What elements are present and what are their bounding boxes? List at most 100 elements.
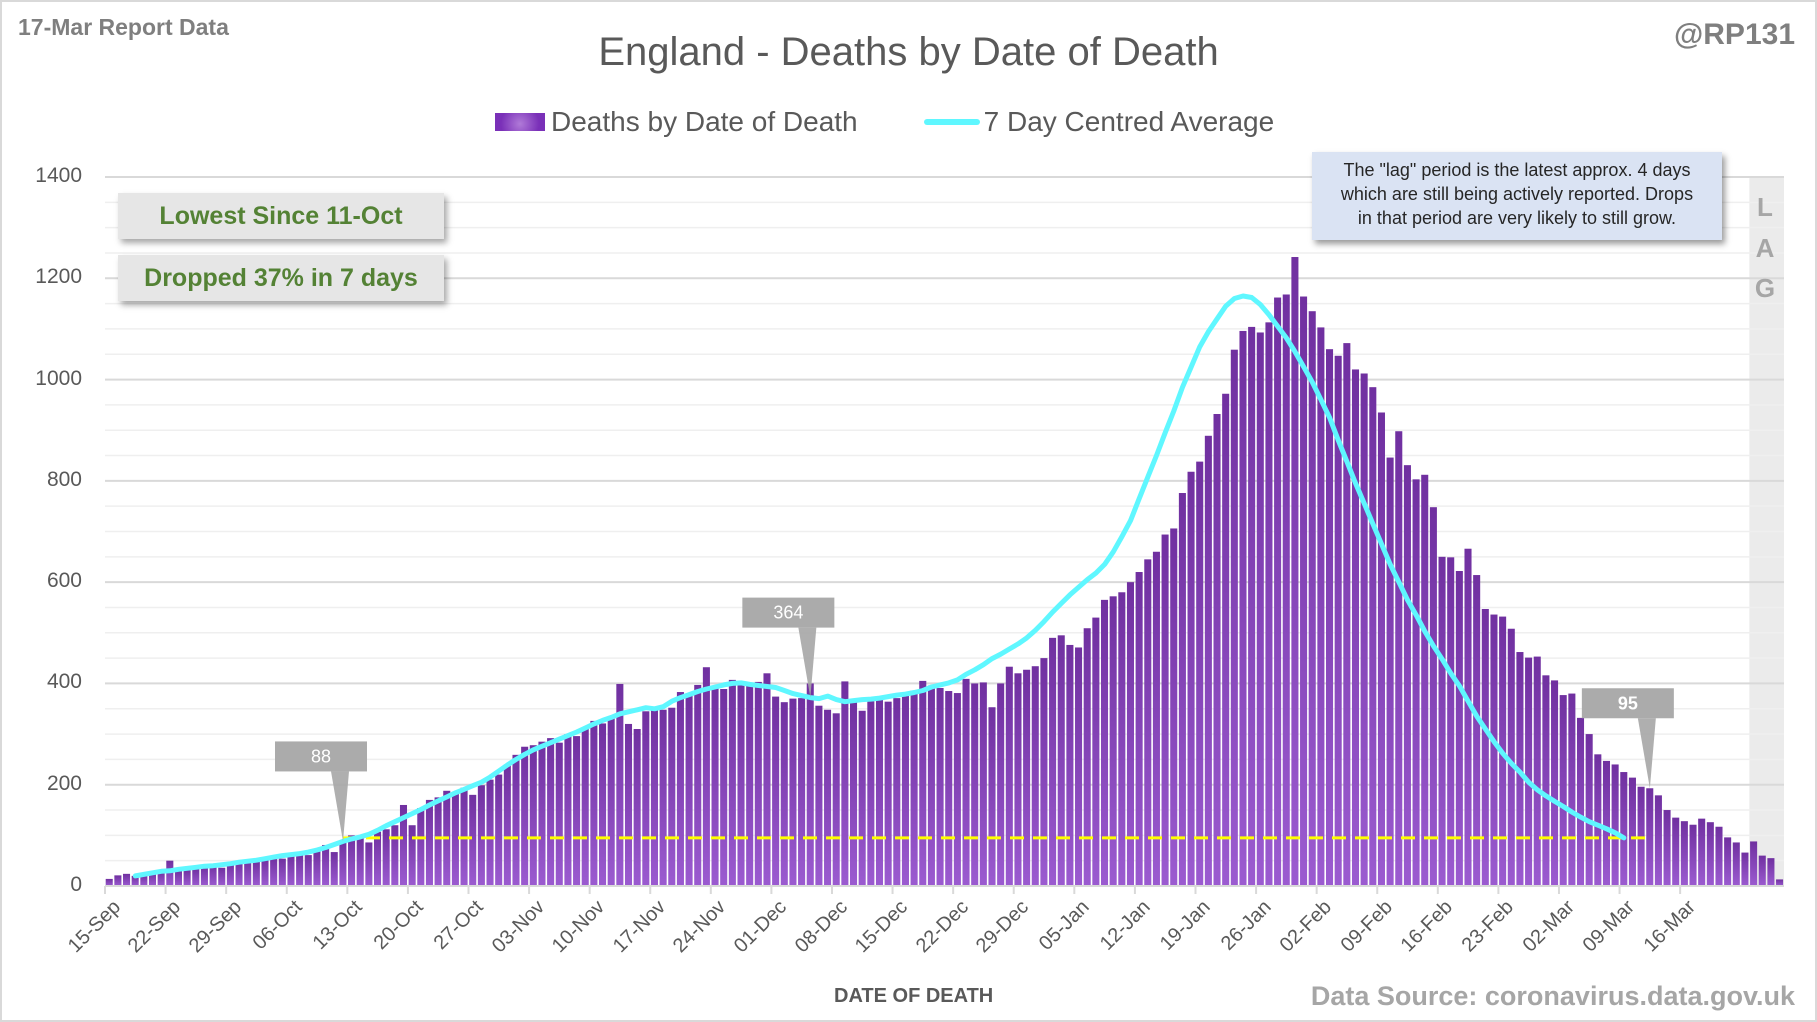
bar: [1377, 412, 1385, 886]
y-tick-label: 400: [46, 670, 82, 694]
bar: [1715, 826, 1723, 886]
bar: [1187, 471, 1195, 886]
bar: [1291, 257, 1299, 886]
bar: [417, 808, 425, 886]
bar: [910, 690, 918, 886]
bar: [720, 688, 728, 886]
bar: [1455, 571, 1463, 886]
bar: [1265, 322, 1273, 887]
bar: [1100, 599, 1109, 886]
bar: [1343, 343, 1351, 886]
bar: [278, 858, 286, 886]
data-source: Data Source: coronavirus.data.gov.uk: [1310, 981, 1795, 1011]
bar: [702, 667, 710, 886]
bar: [1248, 326, 1256, 887]
bar: [529, 745, 537, 886]
y-tick-label: 1400: [35, 164, 82, 187]
bar: [1144, 559, 1152, 886]
bar: [780, 702, 788, 886]
bar: [668, 707, 676, 886]
bar: [1568, 693, 1576, 886]
bar: [1663, 810, 1671, 886]
bar: [521, 746, 529, 886]
bar: [1360, 373, 1368, 887]
bar: [1628, 777, 1636, 886]
bar: [927, 685, 935, 886]
y-tick-label: 0: [70, 873, 82, 896]
callout-label: 364: [773, 603, 803, 623]
bar: [798, 698, 806, 886]
bar: [849, 701, 858, 886]
callout: 95: [1581, 688, 1674, 789]
bar: [581, 728, 589, 886]
bar: [858, 710, 866, 886]
bar: [1213, 414, 1221, 886]
bar: [348, 835, 356, 886]
lag-note-box: The "lag" period is the latest approx. 4…: [1312, 152, 1722, 240]
bar: [1654, 795, 1662, 886]
bar: [547, 738, 555, 886]
bar: [1239, 330, 1247, 886]
bar: [1369, 387, 1377, 886]
bar: [330, 852, 338, 886]
bar: [382, 829, 390, 886]
bar: [469, 794, 477, 886]
bar: [1040, 658, 1048, 886]
bar: [261, 859, 269, 886]
bar: [1758, 855, 1766, 886]
callouts: 88 364 95: [275, 597, 1674, 842]
bar: [105, 878, 113, 886]
bar: [1049, 637, 1057, 886]
bar: [806, 683, 814, 886]
bar: [1602, 760, 1611, 886]
chart-title: England - Deaths by Date of Death: [598, 30, 1219, 74]
bar: [1204, 435, 1212, 886]
bar: [356, 838, 364, 886]
bar: [953, 693, 961, 886]
bar: [1014, 673, 1022, 886]
bar: [1525, 657, 1533, 886]
bar: [1585, 734, 1593, 886]
bar: [971, 683, 979, 886]
bar: [296, 854, 304, 886]
bar: [1083, 628, 1091, 886]
bar: [1438, 556, 1446, 886]
bar: [270, 857, 278, 886]
bar: [313, 851, 321, 886]
bar: [676, 692, 684, 886]
bar: [252, 861, 260, 886]
bar: [1776, 879, 1784, 886]
legend-line-label: 7 Day Centred Average: [983, 106, 1275, 137]
bar: [997, 683, 1005, 886]
bar: [1317, 327, 1325, 886]
bar: [979, 682, 987, 886]
bar: [1126, 582, 1135, 886]
bar: [373, 831, 382, 886]
lag-letter: A: [1755, 233, 1775, 263]
bar: [1533, 656, 1541, 886]
bar: [1057, 635, 1065, 886]
bar: [737, 685, 745, 886]
bar: [988, 707, 996, 886]
bar: [1092, 617, 1100, 886]
bar: [1421, 474, 1429, 886]
bar: [1178, 493, 1186, 886]
bar: [1308, 311, 1316, 886]
report-date-label: 17-Mar Report Data: [18, 14, 229, 40]
bar: [114, 875, 122, 886]
bar: [1282, 294, 1290, 886]
bar: [901, 695, 909, 886]
bar: [166, 860, 174, 886]
lag-note-line: The "lag" period is the latest approx. 4…: [1343, 160, 1691, 180]
bar: [1066, 644, 1074, 886]
y-tick-label: 200: [46, 771, 82, 795]
bar: [1170, 528, 1178, 886]
bar: [772, 696, 780, 886]
bar: [884, 701, 892, 886]
bar: [1481, 608, 1489, 886]
bar: [1750, 841, 1758, 886]
bar: [1620, 772, 1628, 886]
bar: [633, 729, 641, 886]
bar: [209, 864, 217, 886]
